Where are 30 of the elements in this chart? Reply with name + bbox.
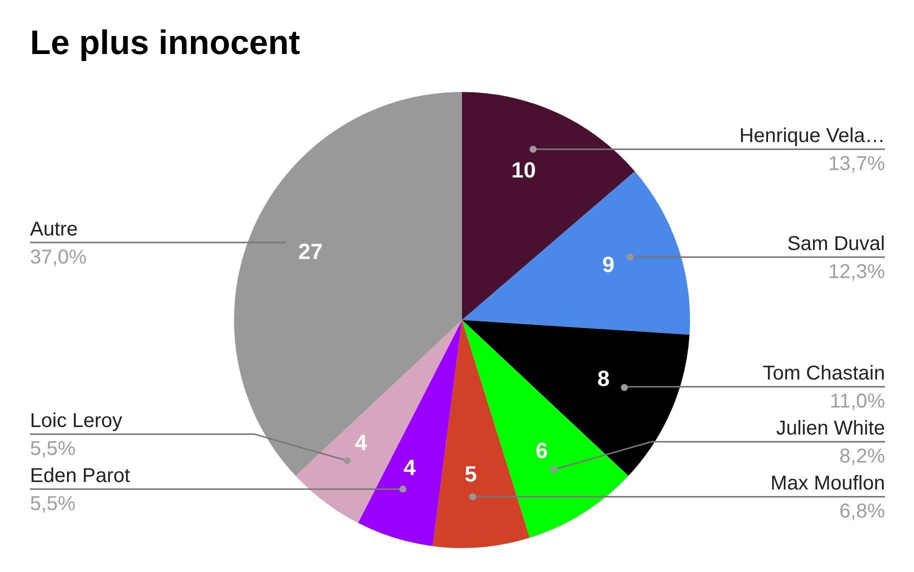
data-label: 4 [354, 430, 368, 455]
text: 8,2% [839, 446, 886, 468]
slice-label: Loic Leroy [30, 410, 122, 432]
pie-slice [296, 320, 462, 523]
data-label: 6 [536, 438, 548, 463]
text: 13,7% [828, 153, 886, 176]
slice-label: Autre [30, 218, 78, 240]
pie-slice [462, 92, 635, 320]
data-label: 9 [602, 252, 614, 277]
slice-label: Tom Chastain [762, 362, 885, 385]
data-label: 27 [298, 239, 323, 264]
text: 37,0% [30, 246, 87, 268]
slice-label: Max Mouflon [770, 472, 885, 495]
data-label: 8 [597, 366, 610, 391]
text: 12,3% [828, 261, 886, 284]
slice-label: Eden Parot [30, 465, 131, 488]
text: 5,5% [30, 438, 76, 460]
pie-slice [432, 320, 530, 548]
text: 11,0% [830, 390, 886, 413]
slice-label: Sam Duval [787, 233, 885, 256]
data-label: 4 [404, 454, 417, 480]
slice-label: Julien White [776, 418, 885, 440]
chart-title: Le plus innocent [30, 24, 300, 63]
data-label: 5 [464, 462, 477, 487]
slice-label: Henrique Vela… [739, 125, 885, 148]
pie-slice [462, 320, 628, 538]
pie-slice [234, 92, 462, 476]
data-label: 10 [511, 157, 536, 182]
text: 6,8% [839, 500, 886, 523]
text: 5,5% [30, 493, 76, 516]
